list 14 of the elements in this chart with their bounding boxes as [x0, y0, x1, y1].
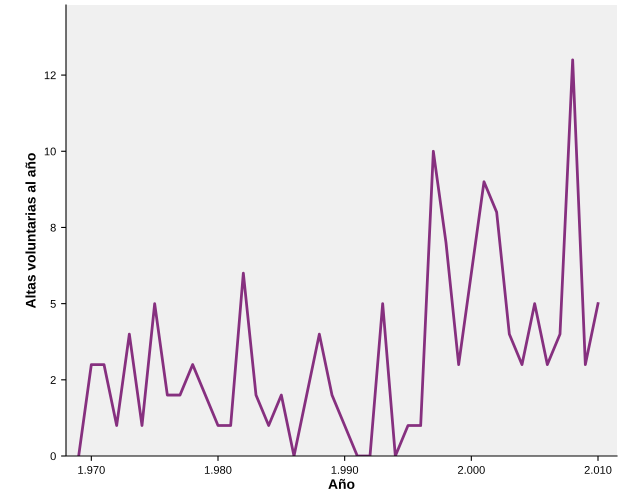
x-tick-label: 1.990 [332, 466, 358, 474]
y-tick-label: 12 [44, 71, 56, 80]
y-tick-label: 5 [50, 300, 56, 308]
x-tick-label: 1.970 [78, 466, 105, 474]
x-tick-label: 2.000 [458, 466, 485, 474]
y-tick-label: 10 [44, 148, 56, 156]
y-tick-label: 8 [50, 224, 56, 232]
y-tick-label: 0 [50, 452, 56, 460]
x-tick-label: 1.980 [204, 466, 232, 474]
x-axis-title: Año [328, 478, 354, 490]
y-axis-title: Altas voluntarias al año [25, 153, 36, 308]
line-series [77, 58, 600, 456]
y-tick-label: 2 [50, 376, 56, 384]
x-tick-label: 2.010 [584, 466, 612, 474]
